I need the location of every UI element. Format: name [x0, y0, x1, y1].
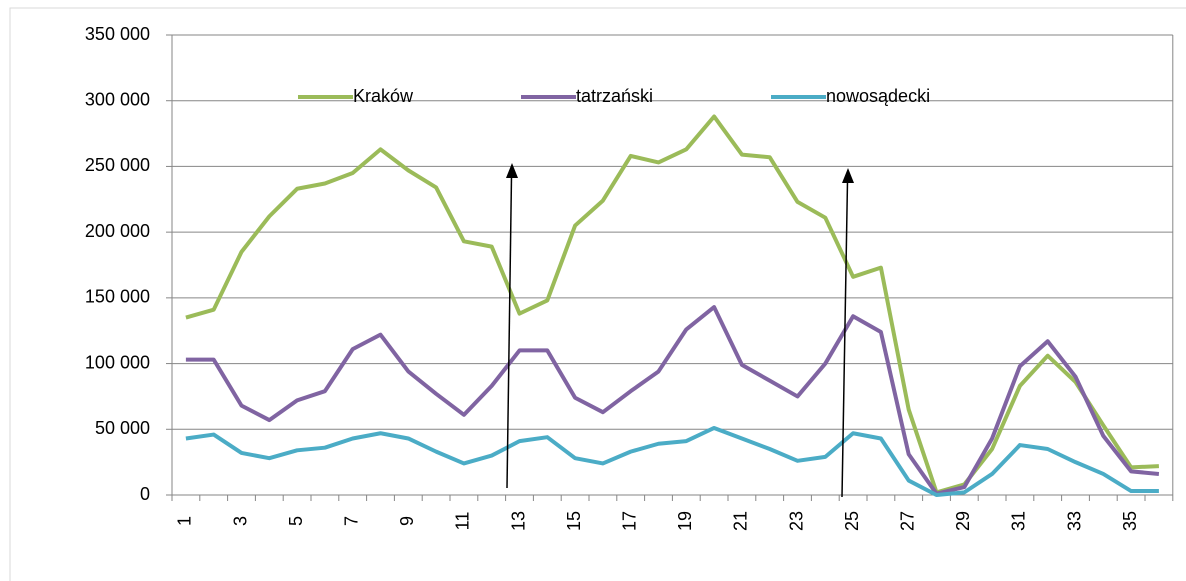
- x-tick-label: 23: [786, 511, 806, 531]
- x-tick-label: 3: [230, 516, 250, 526]
- y-tick-label: 350 000: [85, 24, 150, 44]
- legend-label: nowosądecki: [826, 86, 930, 106]
- x-tick-label: 5: [286, 516, 306, 526]
- x-tick-label: 11: [453, 512, 473, 531]
- x-tick-label: 33: [1064, 511, 1084, 531]
- series-line: [185, 114, 1159, 495]
- x-tick-label: 35: [1120, 511, 1140, 531]
- y-tick-label: 100 000: [85, 352, 150, 372]
- x-tick-label: 9: [397, 516, 417, 526]
- y-tick-label: 200 000: [85, 221, 150, 241]
- y-tick-label: 300 000: [85, 89, 150, 109]
- x-tick-label: 29: [953, 511, 973, 531]
- legend-label: tatrzański: [576, 86, 653, 106]
- chart-frame: [9, 7, 1186, 581]
- x-tick-label: 21: [731, 511, 751, 531]
- x-tick-label: 7: [341, 516, 361, 526]
- series-line: [185, 425, 1159, 497]
- x-tick-label: 25: [842, 511, 862, 531]
- y-tick-label: 250 000: [85, 155, 150, 175]
- x-tick-label: 27: [897, 511, 917, 531]
- x-tick-label: 19: [675, 511, 695, 531]
- y-tick-label: 0: [140, 484, 150, 504]
- x-tick-label: 17: [619, 511, 639, 531]
- x-tick-label: 1: [175, 516, 195, 526]
- legend-label: Kraków: [353, 86, 414, 106]
- y-tick-label: 50 000: [95, 418, 150, 438]
- x-tick-label: 31: [1009, 511, 1029, 531]
- x-tick-label: 15: [564, 511, 584, 531]
- y-tick-label: 150 000: [85, 287, 150, 307]
- x-tick-label: 13: [508, 511, 528, 531]
- annotation-arrows: [506, 163, 854, 498]
- series-line: [185, 305, 1160, 496]
